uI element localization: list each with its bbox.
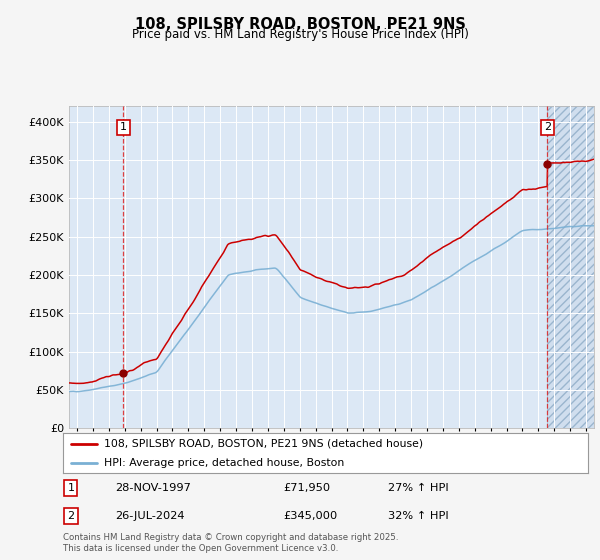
Text: 2: 2	[67, 511, 74, 521]
Text: 1: 1	[120, 122, 127, 132]
Text: 1: 1	[67, 483, 74, 493]
Text: 108, SPILSBY ROAD, BOSTON, PE21 9NS (detached house): 108, SPILSBY ROAD, BOSTON, PE21 9NS (det…	[104, 439, 423, 449]
Text: Price paid vs. HM Land Registry's House Price Index (HPI): Price paid vs. HM Land Registry's House …	[131, 28, 469, 41]
Text: 28-NOV-1997: 28-NOV-1997	[115, 483, 191, 493]
Text: 2: 2	[544, 122, 551, 132]
Bar	[547, 106, 600, 428]
Text: 27% ↑ HPI: 27% ↑ HPI	[389, 483, 449, 493]
Text: £71,950: £71,950	[284, 483, 331, 493]
Text: 26-JUL-2024: 26-JUL-2024	[115, 511, 185, 521]
Text: 108, SPILSBY ROAD, BOSTON, PE21 9NS: 108, SPILSBY ROAD, BOSTON, PE21 9NS	[134, 17, 466, 32]
Text: £345,000: £345,000	[284, 511, 338, 521]
Text: HPI: Average price, detached house, Boston: HPI: Average price, detached house, Bost…	[104, 458, 344, 468]
Text: Contains HM Land Registry data © Crown copyright and database right 2025.
This d: Contains HM Land Registry data © Crown c…	[63, 533, 398, 553]
Text: 32% ↑ HPI: 32% ↑ HPI	[389, 511, 449, 521]
Bar	[547, 106, 600, 428]
